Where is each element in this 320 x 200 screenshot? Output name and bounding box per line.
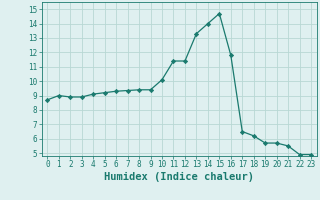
X-axis label: Humidex (Indice chaleur): Humidex (Indice chaleur) [104,172,254,182]
